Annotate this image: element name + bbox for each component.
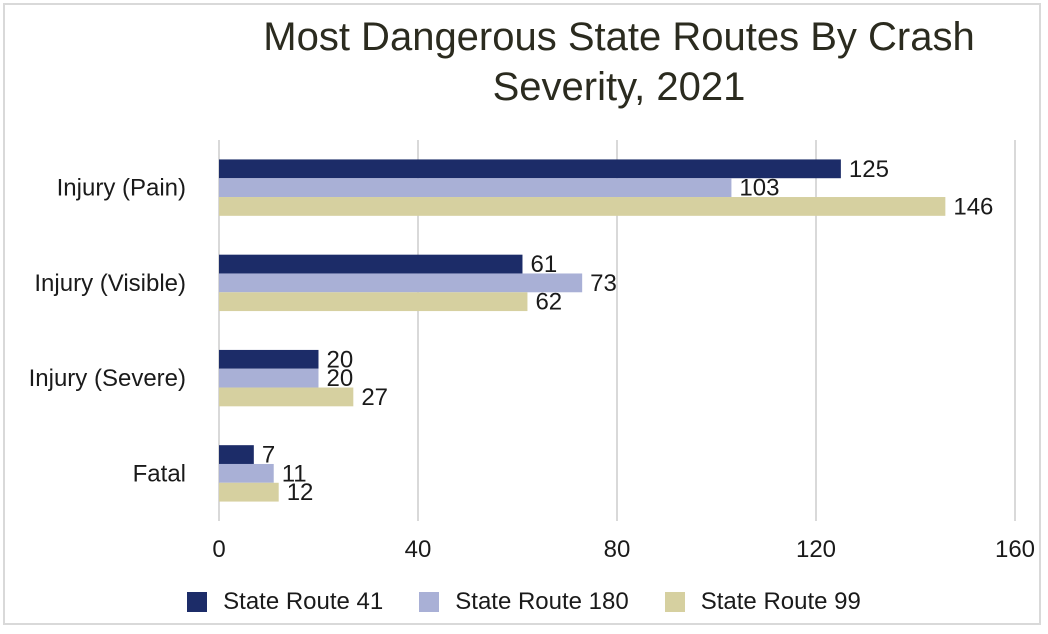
bar-s1-c1 bbox=[219, 159, 841, 179]
data-label-s3-c3: 27 bbox=[361, 384, 388, 411]
bar-s3-c1 bbox=[219, 197, 946, 216]
legend-label-series-3: State Route 99 bbox=[700, 588, 861, 615]
y-category-label-3: Fatal bbox=[133, 460, 186, 487]
bar-s2-c4 bbox=[219, 463, 274, 483]
bar-s1-c3 bbox=[219, 349, 319, 369]
bar-s2-c2 bbox=[219, 273, 583, 293]
data-label-s1-c4: 7 bbox=[262, 442, 275, 469]
legend: State Route 41 State Route 180 State Rou… bbox=[0, 588, 1048, 616]
data-label-s3-c4: 12 bbox=[287, 479, 314, 506]
y-category-label-1: Injury (Visible) bbox=[34, 270, 186, 297]
chart-frame bbox=[3, 3, 1041, 625]
data-label-s2-c4: 11 bbox=[282, 460, 307, 487]
bar-s3-c2 bbox=[219, 292, 528, 312]
bar-s2-c3 bbox=[219, 368, 319, 388]
x-tick-label-3: 120 bbox=[796, 536, 836, 563]
bar-s3-c3 bbox=[219, 387, 354, 407]
bar-s1-c2 bbox=[219, 254, 523, 274]
legend-swatch-series-1 bbox=[187, 592, 208, 612]
bar-s1-c4 bbox=[219, 445, 254, 464]
x-tick-label-4: 160 bbox=[995, 536, 1035, 563]
chart-title-line-2: Severity, 2021 bbox=[492, 65, 746, 109]
legend-swatch-series-3 bbox=[664, 592, 685, 612]
x-tick-label-2: 80 bbox=[604, 536, 631, 563]
x-tick-label-0: 0 bbox=[212, 536, 225, 563]
chart-title: Most Dangerous State Routes By Crash Sev… bbox=[0, 12, 1048, 112]
data-label-s3-c2: 62 bbox=[535, 289, 562, 316]
bar-s2-c1 bbox=[219, 178, 732, 198]
bar-s3-c4 bbox=[219, 482, 279, 502]
legend-label-series-2: State Route 180 bbox=[455, 588, 629, 615]
data-label-s1-c1: 125 bbox=[849, 156, 889, 183]
data-label-s3-c1: 146 bbox=[953, 193, 993, 220]
legend-item-series-2: State Route 180 bbox=[419, 588, 629, 616]
legend-swatch-series-2 bbox=[419, 592, 440, 612]
data-label-s2-c2: 73 bbox=[590, 270, 617, 297]
legend-item-series-1: State Route 41 bbox=[187, 588, 383, 616]
chart-title-line-1: Most Dangerous State Routes By Crash bbox=[263, 15, 975, 59]
x-tick-label-1: 40 bbox=[405, 536, 432, 563]
legend-label-series-1: State Route 41 bbox=[223, 588, 384, 615]
y-category-label-0: Injury (Pain) bbox=[57, 175, 186, 202]
y-category-label-2: Injury (Severe) bbox=[29, 365, 186, 392]
legend-item-series-3: State Route 99 bbox=[664, 588, 861, 616]
data-label-s1-c3: 20 bbox=[327, 346, 354, 373]
